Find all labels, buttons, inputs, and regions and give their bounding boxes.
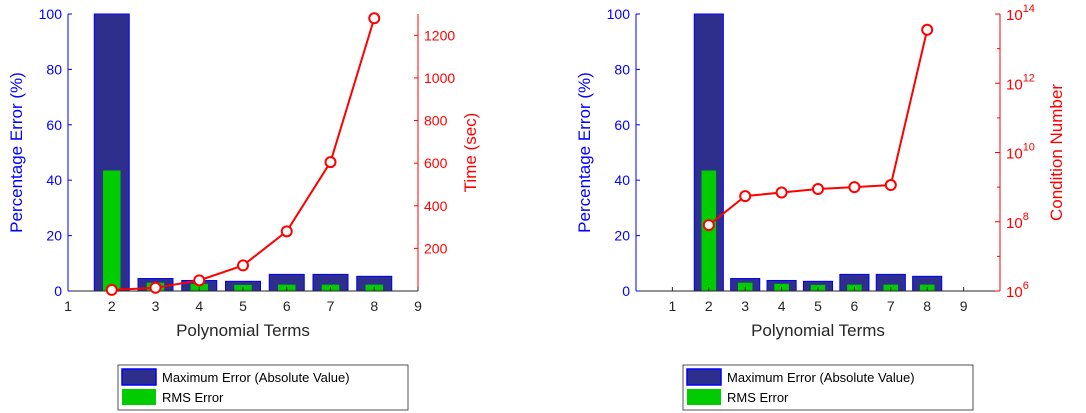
y-tick-label: 20: [46, 228, 62, 244]
line-marker: [884, 179, 897, 192]
x-tick-label: 9: [414, 298, 422, 314]
x-tick-label: 4: [778, 298, 786, 314]
legend-label: RMS Error: [727, 390, 789, 405]
x-tick-label: 3: [152, 298, 160, 314]
y-tick-label: 60: [614, 117, 630, 133]
legend-swatch: [687, 389, 721, 405]
x-tick-label: 7: [327, 298, 335, 314]
chart-1: 1 2 3 4 5 6 7 8 9 Polynomial Terms 0 20 40 60 80 100 Per…: [7, 6, 480, 411]
x-tick-label: 3: [741, 298, 749, 314]
line-marker: [368, 12, 381, 25]
x-tick-label: 1: [64, 298, 72, 314]
y-tick-label: 0: [54, 283, 62, 299]
rms-error-bar: [103, 170, 121, 291]
y-tick-label: 60: [46, 117, 62, 133]
x-tick-label: 2: [108, 298, 116, 314]
y2-tick-label: 600: [424, 155, 448, 171]
y-axis-label: Percentage Error (%): [575, 72, 594, 233]
y2-tick-label: 200: [424, 240, 448, 256]
legend-label: Maximum Error (Absolute Value): [162, 370, 350, 385]
line-marker: [739, 190, 752, 203]
y-tick-label: 0: [622, 283, 630, 299]
y2-tick-label: 1010: [1006, 142, 1035, 163]
y2-tick-exponent: 8: [1023, 211, 1029, 223]
y2-tick-label: 400: [424, 198, 448, 214]
y-tick-label: 40: [46, 172, 62, 188]
legend: Maximum Error (Absolute Value) RMS Error: [117, 364, 409, 411]
y2-tick-label: 106: [1006, 280, 1029, 301]
line-marker: [105, 283, 118, 296]
y2-tick-exponent: 14: [1023, 3, 1035, 15]
legend-box: [682, 364, 974, 411]
y-tick-label: 100: [607, 6, 631, 22]
legend: Maximum Error (Absolute Value) RMS Error: [682, 364, 974, 411]
y-tick-label: 40: [614, 172, 630, 188]
y-tick-label: 20: [614, 228, 630, 244]
x-tick-label: 2: [705, 298, 713, 314]
y2-tick-base: 10: [1006, 7, 1023, 24]
y-tick-label: 100: [39, 6, 63, 22]
legend-box: [117, 364, 409, 411]
x-axis-label: Polynomial Terms: [176, 321, 310, 340]
y2-tick-label: 1200: [424, 27, 455, 43]
y2-axis-label: Time (sec): [461, 113, 480, 193]
legend-swatch: [122, 389, 156, 405]
x-axis-label: Polynomial Terms: [751, 321, 885, 340]
y2-tick-exponent: 10: [1023, 142, 1035, 154]
y-tick-label: 80: [46, 61, 62, 77]
legend-label: RMS Error: [162, 390, 224, 405]
y2-tick-label: 108: [1006, 211, 1029, 232]
line-marker: [702, 219, 715, 232]
y-axis-label: Percentage Error (%): [7, 72, 26, 233]
y2-tick-label: 1000: [424, 70, 455, 86]
x-tick-label: 6: [283, 298, 291, 314]
x-tick-label: 5: [814, 298, 822, 314]
y2-tick-base: 10: [1006, 284, 1023, 301]
legend-swatch: [121, 368, 157, 386]
x-tick-label: 4: [195, 298, 203, 314]
line-marker: [149, 281, 162, 294]
y2-tick-label: 1014: [1006, 3, 1035, 24]
legend-label: Maximum Error (Absolute Value): [727, 370, 915, 385]
x-tick-label: 8: [923, 298, 931, 314]
line-marker: [848, 181, 861, 194]
legend-swatch: [686, 368, 722, 386]
x-tick-label: 6: [851, 298, 859, 314]
y2-tick-label: 800: [424, 113, 448, 129]
line-series: [111, 17, 376, 291]
line-marker: [280, 225, 293, 238]
line-marker: [775, 186, 788, 199]
y2-tick-base: 10: [1006, 76, 1023, 93]
line-marker: [193, 274, 206, 287]
rms-error-bar: [737, 282, 753, 291]
line-marker: [237, 259, 249, 272]
line-marker: [324, 156, 337, 169]
line-marker: [812, 183, 824, 196]
y2-tick-exponent: 12: [1023, 72, 1035, 84]
y2-axis-label: Condition Number: [1047, 84, 1066, 221]
line-marker: [921, 23, 934, 36]
y-tick-label: 80: [614, 61, 630, 77]
y2-tick-exponent: 6: [1023, 280, 1029, 292]
x-tick-label: 1: [669, 298, 677, 314]
x-tick-label: 7: [887, 298, 895, 314]
x-tick-label: 8: [370, 298, 378, 314]
y2-tick-base: 10: [1006, 215, 1023, 232]
y2-tick-label: 1012: [1006, 72, 1035, 93]
y2-tick-base: 10: [1006, 146, 1023, 163]
x-tick-label: 9: [960, 298, 968, 314]
x-tick-label: 5: [239, 298, 247, 314]
